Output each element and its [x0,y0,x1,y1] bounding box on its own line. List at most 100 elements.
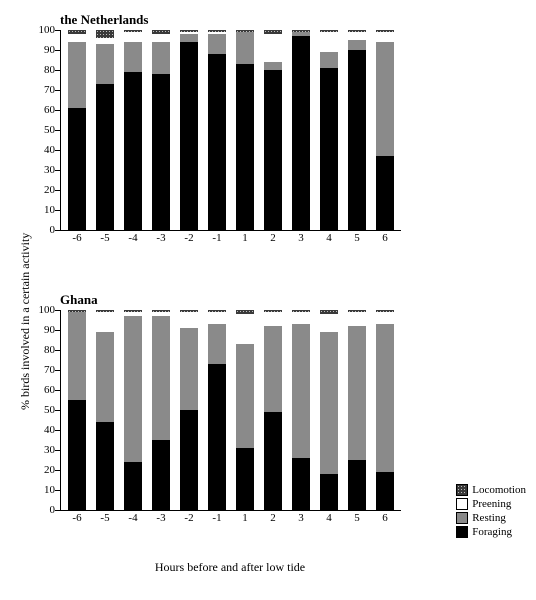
seg-locomotion [348,310,366,312]
seg-foraging [96,84,114,230]
x-tick-label: -6 [72,512,81,524]
seg-locomotion [96,30,114,38]
legend-item-resting: Resting [456,512,526,524]
seg-locomotion [68,30,86,34]
plot-area: 0102030405060708090100-6-5-4-3-2-1123456 [60,310,401,511]
plot-area: 0102030405060708090100-6-5-4-3-2-1123456 [60,30,401,231]
seg-resting [292,32,310,36]
seg-locomotion [96,310,114,312]
seg-preening [348,32,366,40]
legend-label-preening: Preening [472,498,511,510]
seg-resting [348,326,366,460]
y-tick-label: 80 [25,344,55,356]
seg-resting [264,326,282,412]
x-axis-title: Hours before and after low tide [60,560,400,575]
seg-foraging [180,42,198,230]
seg-resting [96,44,114,84]
x-tick-label: -6 [72,232,81,244]
seg-preening [68,34,86,42]
seg-preening [376,312,394,324]
y-tick-label: 30 [25,444,55,456]
bars [61,310,401,510]
legend-swatch-foraging [456,526,468,538]
seg-foraging [68,108,86,230]
x-tick-label: 6 [382,232,388,244]
seg-foraging [264,412,282,510]
seg-foraging [376,472,394,510]
seg-preening [96,38,114,44]
legend-swatch-preening [456,498,468,510]
y-tick-label: 50 [25,124,55,136]
seg-preening [264,34,282,62]
seg-preening [180,312,198,328]
seg-resting [68,312,86,400]
y-tick-label: 0 [25,224,55,236]
seg-locomotion [264,310,282,312]
y-tick-label: 60 [25,384,55,396]
y-tick [55,510,61,511]
seg-locomotion [236,310,254,314]
y-tick-label: 10 [25,204,55,216]
bars [61,30,401,230]
legend: Locomotion Preening Resting Foraging [456,482,526,540]
y-tick-label: 70 [25,364,55,376]
seg-preening [152,34,170,42]
seg-preening [208,32,226,34]
x-tick-label: -2 [184,512,193,524]
x-tick-label: -1 [212,232,221,244]
seg-resting [236,32,254,64]
legend-item-foraging: Foraging [456,526,526,538]
seg-locomotion [236,30,254,32]
seg-foraging [208,54,226,230]
x-tick-label: 2 [270,232,276,244]
seg-foraging [68,400,86,510]
seg-resting [236,344,254,448]
seg-foraging [292,36,310,230]
seg-locomotion [124,30,142,32]
seg-foraging [376,156,394,230]
seg-locomotion [152,310,170,312]
y-tick-label: 20 [25,184,55,196]
x-tick-label: 2 [270,512,276,524]
seg-locomotion [348,30,366,32]
seg-resting [124,42,142,72]
y-tick-label: 90 [25,324,55,336]
panel-the-netherlands: the Netherlands0102030405060708090100-6-… [60,30,400,260]
panel-ghana: Ghana0102030405060708090100-6-5-4-3-2-11… [60,310,400,540]
y-tick-label: 30 [25,164,55,176]
seg-preening [292,312,310,324]
legend-item-locomotion: Locomotion [456,484,526,496]
seg-resting [180,328,198,410]
seg-preening [264,312,282,326]
seg-preening [180,32,198,34]
y-tick-label: 90 [25,44,55,56]
seg-preening [348,312,366,326]
seg-resting [124,316,142,462]
legend-swatch-resting [456,512,468,524]
seg-foraging [236,448,254,510]
y-tick-label: 0 [25,504,55,516]
x-tick-label: -2 [184,232,193,244]
seg-locomotion [320,30,338,32]
x-tick-label: 3 [298,232,304,244]
x-tick-label: -3 [156,512,165,524]
y-tick-label: 60 [25,104,55,116]
x-tick-label: 4 [326,512,332,524]
y-tick-label: 50 [25,404,55,416]
seg-resting [68,42,86,108]
x-tick-label: -1 [212,512,221,524]
seg-locomotion [68,310,86,312]
y-tick-label: 100 [25,304,55,316]
seg-foraging [124,462,142,510]
seg-locomotion [292,310,310,312]
seg-preening [236,314,254,344]
seg-locomotion [124,310,142,312]
legend-swatch-locomotion [456,484,468,496]
seg-foraging [152,74,170,230]
seg-preening [124,312,142,316]
seg-foraging [348,460,366,510]
seg-foraging [124,72,142,230]
y-tick-label: 70 [25,84,55,96]
seg-resting [376,42,394,156]
seg-foraging [152,440,170,510]
